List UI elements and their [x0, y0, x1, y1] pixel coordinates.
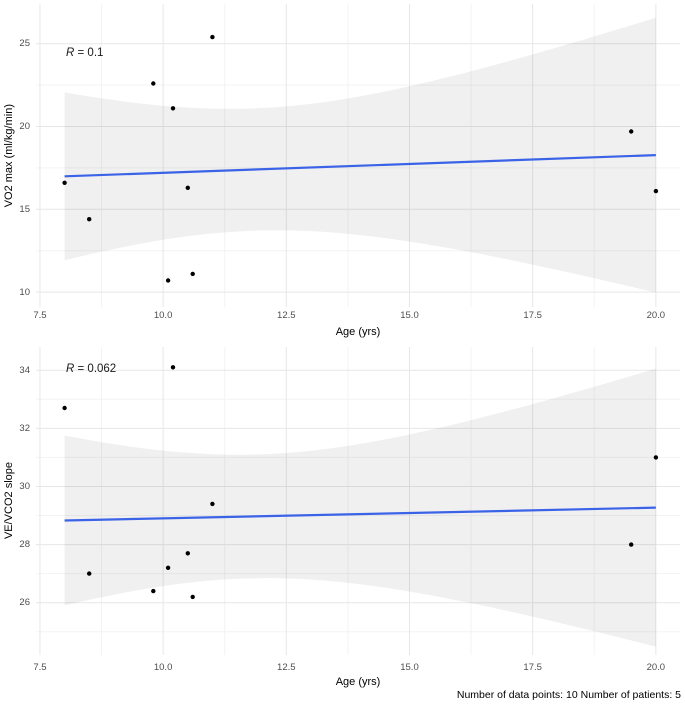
x-tick-label: 17.5 — [523, 662, 542, 673]
y-tick-label: 25 — [19, 38, 30, 50]
y-tick-label: 20 — [19, 121, 30, 133]
y-axis-title-vevco2: VE/VCO2 slope — [3, 462, 15, 540]
y-tick-label: 32 — [19, 422, 30, 434]
correlation-label-vevco2: R = 0.062 — [66, 363, 116, 375]
y-tick-label: 15 — [19, 203, 30, 215]
data-points — [62, 365, 659, 600]
x-axis-title-vevco2: Age (yrs) — [335, 676, 381, 688]
data-point — [210, 34, 215, 40]
x-tick-label: 20.0 — [646, 310, 666, 321]
plot-panel-vevco2: R = 0.062 — [36, 347, 680, 655]
x-tick-label: 7.5 — [33, 662, 47, 673]
data-point — [190, 594, 195, 600]
regression-line — [64, 506, 656, 522]
data-point — [151, 588, 156, 594]
data-point — [165, 565, 171, 570]
x-tick-label: 10.0 — [153, 310, 173, 321]
r-value: = 0.062 — [74, 363, 117, 375]
r-symbol: R — [66, 47, 75, 59]
correlation-label-vo2max: R = 0.1 — [66, 47, 103, 59]
data-point — [629, 129, 634, 134]
x-tick-label: 15.0 — [400, 310, 419, 321]
data-point — [653, 455, 659, 460]
data-point — [62, 180, 67, 185]
data-point — [87, 571, 92, 576]
y-tick-label: 26 — [19, 597, 30, 609]
y-tick-label: 34 — [19, 364, 30, 376]
data-point — [190, 271, 195, 277]
confidence-band — [64, 368, 656, 647]
data-points — [62, 34, 659, 283]
data-point — [210, 501, 215, 507]
data-point — [170, 365, 176, 370]
y-axis-title-vo2max: VO2 max (ml/kg/min) — [3, 103, 15, 208]
x-tick-label: 12.5 — [277, 662, 296, 673]
y-tick-label: 28 — [19, 539, 30, 551]
r-value: = 0.1 — [74, 47, 104, 59]
grid-minor — [36, 347, 680, 655]
data-point — [185, 185, 190, 190]
data-point — [62, 405, 67, 411]
y-axis-title-wrap-vevco2: VE/VCO2 slope — [0, 347, 18, 655]
data-point — [170, 106, 176, 111]
data-point — [653, 188, 659, 194]
grid-major — [36, 347, 680, 655]
x-tick-label: 10.0 — [153, 662, 173, 673]
data-point — [629, 542, 634, 547]
x-tick-label: 7.5 — [33, 310, 47, 321]
x-axis-title-vo2max: Age (yrs) — [335, 326, 381, 338]
regression-line — [64, 153, 656, 178]
plot-canvas-vevco2 — [36, 347, 680, 655]
figure-caption: Number of data points: 10 Number of pati… — [456, 689, 681, 701]
y-tick-label: 30 — [19, 480, 30, 492]
x-tick-label: 17.5 — [523, 310, 542, 321]
data-point — [185, 551, 190, 556]
data-point — [165, 278, 171, 283]
x-tick-label: 12.5 — [277, 310, 296, 321]
grid-minor — [36, 4, 680, 307]
y-axis-title-wrap-vo2max: VO2 max (ml/kg/min) — [0, 4, 18, 307]
x-tick-label: 20.0 — [646, 662, 666, 673]
plot-canvas-vo2max — [36, 4, 680, 307]
confidence-band — [64, 17, 656, 293]
r-symbol: R — [66, 363, 75, 375]
data-point — [87, 217, 92, 222]
plot-panel-vo2max: R = 0.1 — [36, 4, 680, 307]
x-tick-label: 15.0 — [400, 662, 419, 673]
y-tick-label: 10 — [19, 286, 30, 298]
data-point — [151, 81, 156, 86]
